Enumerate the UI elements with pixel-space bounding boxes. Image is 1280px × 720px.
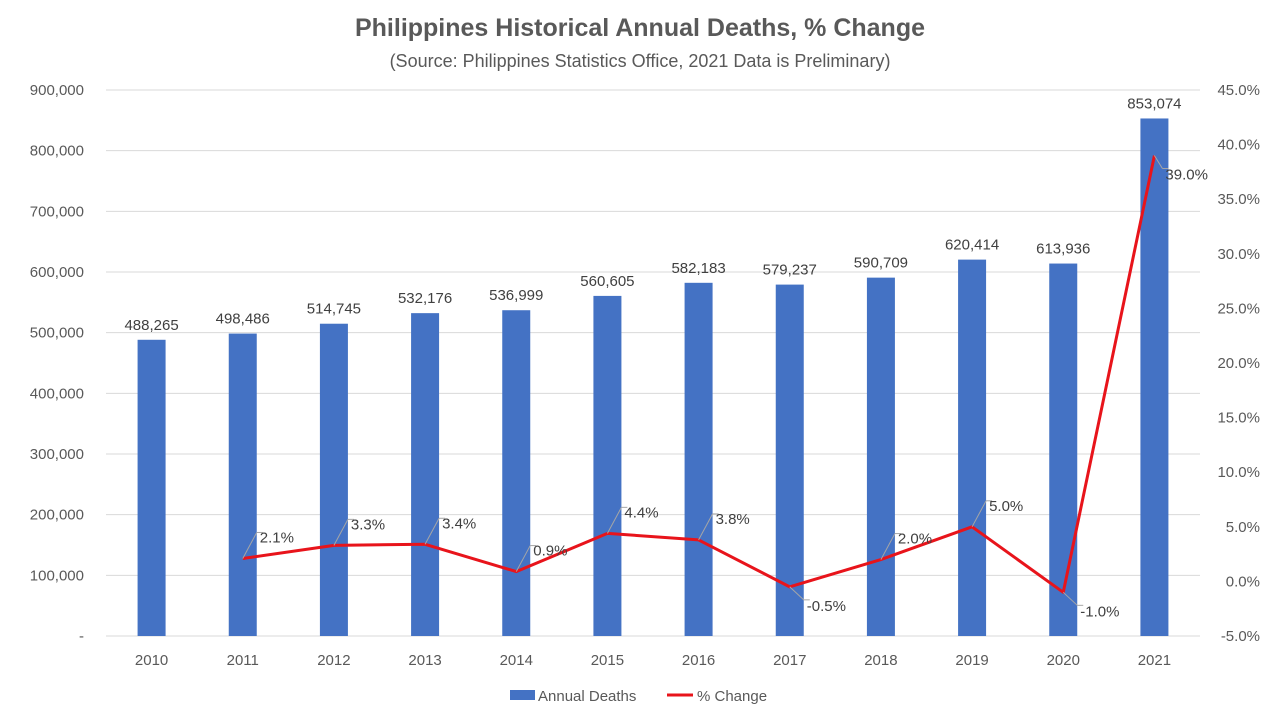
line-data-label: -1.0% <box>1080 603 1119 620</box>
right-tick-label: 45.0% <box>1217 82 1260 99</box>
right-tick-label: 20.0% <box>1217 355 1260 372</box>
x-tick-label: 2010 <box>135 652 168 669</box>
x-tick-label: 2012 <box>317 652 350 669</box>
x-tick-label: 2011 <box>227 652 259 669</box>
line-data-label: 0.9% <box>533 543 567 560</box>
right-tick-label: 35.0% <box>1217 191 1260 208</box>
x-tick-label: 2019 <box>955 652 988 669</box>
line-data-labels: 2.1% 3.3% 3.4% 0.9% 4.4% 3.8% -0.5% 2.0% 5.0% -1.… <box>242 155 1208 620</box>
line-data-label: 4.4% <box>624 504 658 521</box>
bar-data-label: 853,074 <box>1127 95 1181 112</box>
x-tick-label: 2017 <box>773 652 806 669</box>
data-label-leader <box>424 518 440 545</box>
bar <box>137 339 166 636</box>
bar <box>593 295 622 636</box>
line-data-label: 3.4% <box>442 515 476 532</box>
line-data-label: 2.1% <box>260 529 294 546</box>
data-label-leader <box>242 532 258 559</box>
x-tick-label: 2015 <box>591 652 624 669</box>
left-tick-label: 100,000 <box>30 567 84 584</box>
left-tick-label: 700,000 <box>30 203 84 220</box>
bar-data-label: 532,176 <box>398 290 452 307</box>
data-label-leader <box>606 507 622 534</box>
legend: Annual Deaths % Change <box>510 688 767 705</box>
right-tick-label: 10.0% <box>1217 464 1260 481</box>
bar-data-labels: 488,265 498,486 514,745 532,176 536,999 560,6… <box>124 95 1181 333</box>
gridlines <box>106 89 1200 637</box>
bar <box>502 310 531 636</box>
data-label-leader <box>971 500 987 528</box>
chart-subtitle: (Source: Philippines Statistics Office, … <box>390 51 891 71</box>
bar-data-label: 514,745 <box>307 301 361 318</box>
data-label-leader <box>1153 155 1163 169</box>
right-axis: -5.0% 0.0% 5.0% 10.0% 15.0% 20.0% 25.0% 30.0% 35… <box>1217 82 1260 645</box>
right-tick-label: -5.0% <box>1221 628 1260 645</box>
left-tick-label: - <box>79 628 84 645</box>
left-tick-label: 600,000 <box>30 264 84 281</box>
bar-data-label: 560,605 <box>580 273 634 290</box>
x-tick-label: 2021 <box>1138 652 1171 669</box>
bar <box>228 333 257 636</box>
line-data-label: 3.8% <box>716 511 750 528</box>
data-label-leader <box>789 586 805 601</box>
legend-label-annual-deaths: Annual Deaths <box>538 688 636 705</box>
bar-data-label: 488,265 <box>124 317 178 334</box>
x-tick-label: 2020 <box>1047 652 1080 669</box>
data-label-leader <box>1062 591 1078 606</box>
line-data-label: 39.0% <box>1165 167 1208 184</box>
bar <box>411 313 440 636</box>
bar <box>958 259 987 636</box>
left-tick-label: 800,000 <box>30 143 84 160</box>
left-axis: - 100,000 200,000 300,000 400,000 500,000 600,… <box>30 82 84 645</box>
legend-label-percent-change: % Change <box>697 688 767 705</box>
line-data-label: 2.0% <box>898 531 932 548</box>
line-data-label: 5.0% <box>989 498 1023 515</box>
bar-data-label: 613,936 <box>1036 241 1090 258</box>
bar-data-label: 536,999 <box>489 287 543 304</box>
data-label-leader <box>515 545 531 572</box>
x-tick-label: 2014 <box>500 652 533 669</box>
left-tick-label: 300,000 <box>30 446 84 463</box>
bar <box>866 277 895 636</box>
left-tick-label: 500,000 <box>30 325 84 342</box>
x-tick-label: 2016 <box>682 652 715 669</box>
right-tick-label: 15.0% <box>1217 410 1260 427</box>
line-data-label: 3.3% <box>351 516 385 533</box>
chart-title: Philippines Historical Annual Deaths, % … <box>355 14 925 42</box>
data-label-leader <box>333 519 349 546</box>
right-tick-label: 30.0% <box>1217 246 1260 263</box>
bar <box>319 323 348 636</box>
right-tick-label: 0.0% <box>1226 573 1260 590</box>
x-tick-label: 2018 <box>864 652 897 669</box>
right-tick-label: 25.0% <box>1217 300 1260 317</box>
bar <box>1049 263 1078 636</box>
bar <box>684 282 713 636</box>
bar <box>775 284 804 636</box>
right-tick-label: 40.0% <box>1217 137 1260 154</box>
x-axis: 2010 2011 2012 2013 2014 2015 2016 2017 2018 2019… <box>135 652 1171 669</box>
right-tick-label: 5.0% <box>1226 519 1260 536</box>
left-tick-label: 900,000 <box>30 82 84 99</box>
left-tick-label: 400,000 <box>30 385 84 402</box>
data-label-leader <box>698 513 714 541</box>
x-tick-label: 2013 <box>408 652 441 669</box>
bar-series <box>137 118 1169 636</box>
bar-data-label: 579,237 <box>763 262 817 279</box>
bar-data-label: 590,709 <box>854 255 908 272</box>
bar-data-label: 620,414 <box>945 237 999 254</box>
data-label-leader <box>880 533 896 560</box>
bar-data-label: 582,183 <box>671 260 725 277</box>
legend-swatch-annual-deaths <box>510 690 535 700</box>
bar-data-label: 498,486 <box>216 311 270 328</box>
left-tick-label: 200,000 <box>30 507 84 524</box>
line-data-label: -0.5% <box>807 598 846 615</box>
